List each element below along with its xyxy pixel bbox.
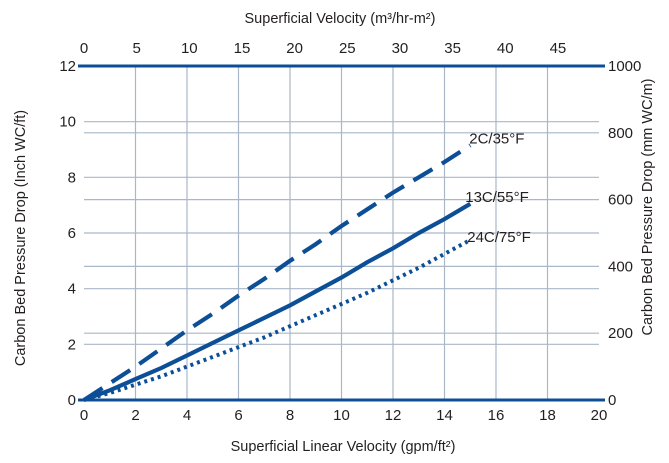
y-right-tick-label: 800: [608, 125, 633, 142]
series-label: 24C/75°F: [467, 229, 531, 246]
x-top-tick-label: 25: [339, 40, 356, 57]
y-left-tick-label: 6: [68, 225, 76, 242]
right-axis-title: Carbon Bed Pressure Drop (mm WC/m): [640, 78, 656, 335]
series-lines: [82, 143, 472, 402]
series-labels: 2C/35°F 13C/55°F 24C/75°F: [465, 130, 531, 246]
x-bottom-tick-label: 6: [234, 407, 242, 424]
x-bottom-tick-label: 10: [333, 407, 350, 424]
y-left-tick-label: 2: [68, 336, 76, 353]
chart-frame: [78, 64, 605, 402]
y-left-tick-label: 0: [68, 392, 76, 409]
y-right-tick-label: 200: [608, 325, 633, 342]
x-top-tick-label: 45: [550, 40, 567, 57]
x-bottom-tick-label: 20: [591, 407, 608, 424]
x-bottom-tick-label: 12: [385, 407, 402, 424]
x-top-tick-label: 40: [497, 40, 514, 57]
x-top-tick-label: 35: [444, 40, 461, 57]
series-line-solid: [83, 201, 472, 402]
y-right-tick-label: 1000: [608, 58, 641, 75]
top-axis-title: Superficial Velocity (m³/hr-m²): [245, 11, 436, 27]
series-label: 13C/55°F: [465, 189, 529, 206]
grid: [84, 66, 599, 400]
y-right-tick-label: 600: [608, 192, 633, 209]
left-axis-title: Carbon Bed Pressure Drop (Inch WC/ft): [13, 110, 29, 366]
x-top-tick-label: 15: [234, 40, 251, 57]
x-bottom-tick-label: 16: [488, 407, 505, 424]
y-left-tick-label: 4: [68, 281, 76, 298]
x-bottom-tick-label: 0: [80, 407, 88, 424]
x-top-tick-label: 0: [80, 40, 88, 57]
x-bottom-tick-label: 18: [539, 407, 556, 424]
bottom-axis-title: Superficial Linear Velocity (gpm/ft²): [231, 439, 456, 455]
x-top-tick-label: 10: [181, 40, 198, 57]
y-left-tick-label: 12: [59, 58, 76, 75]
series-line-dotted: [83, 238, 472, 402]
x-top-tick-label: 5: [132, 40, 140, 57]
series-line-dashed: [82, 143, 472, 402]
y-right-tick-label: 0: [608, 392, 616, 409]
x-top-tick-label: 30: [392, 40, 409, 57]
y-left-tick-label: 10: [59, 114, 76, 131]
series-label: 2C/35°F: [469, 130, 524, 147]
y-left-tick-label: 8: [68, 169, 76, 186]
y-right-tick-label: 400: [608, 258, 633, 275]
tick-labels: 0 2 4 6 8 10 12 14 16 18 200 5 10 15 20 25 30 35 40 4502468…: [59, 40, 641, 424]
x-bottom-tick-label: 4: [183, 407, 191, 424]
x-bottom-tick-label: 14: [436, 407, 453, 424]
x-bottom-tick-label: 8: [286, 407, 294, 424]
x-bottom-tick-label: 2: [131, 407, 139, 424]
x-top-tick-label: 20: [286, 40, 303, 57]
